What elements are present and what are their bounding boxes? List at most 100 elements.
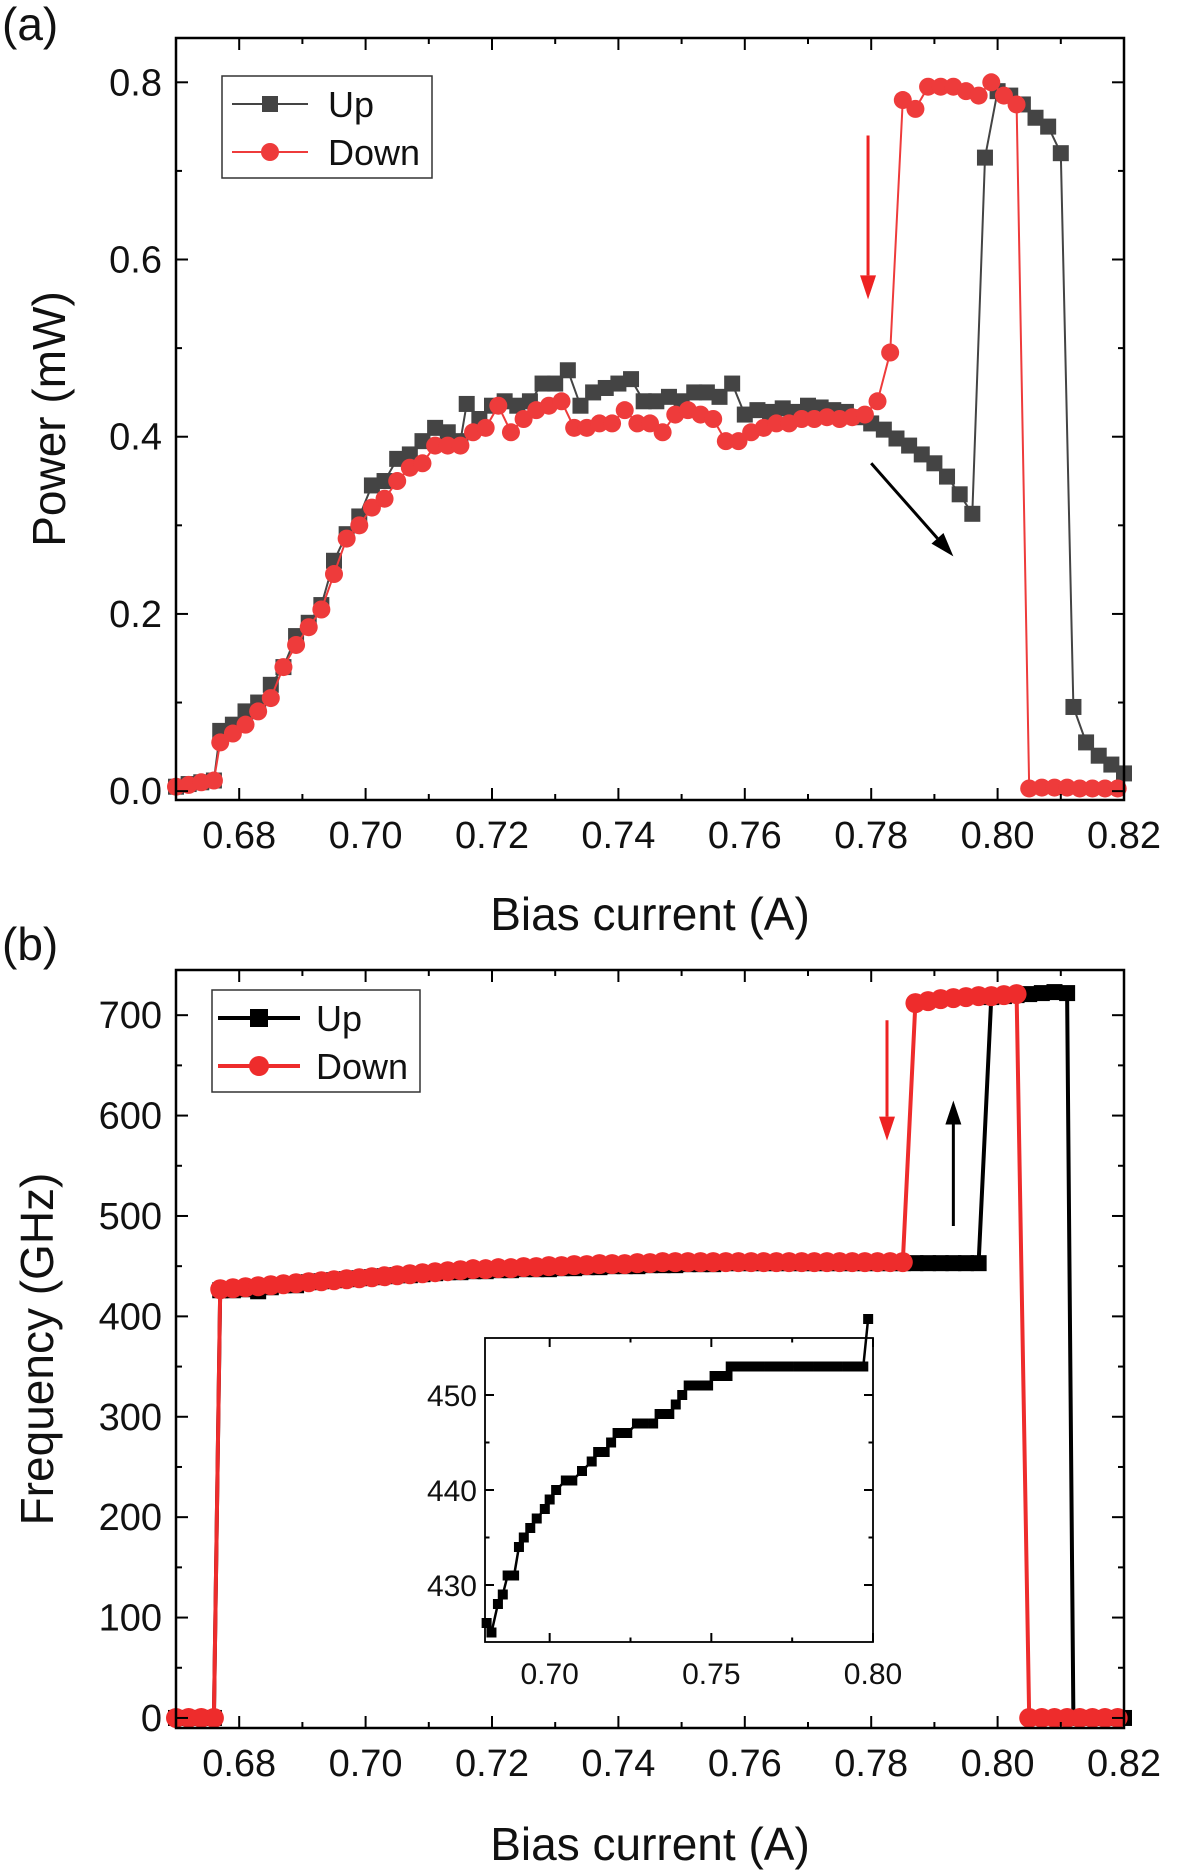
legend-b-up-label: Up (316, 998, 362, 1039)
x-tick-label: 0.80 (961, 815, 1035, 857)
data-point-up (754, 1361, 765, 1372)
data-point-down (451, 436, 470, 455)
y-tick-label: 400 (99, 1296, 162, 1338)
data-point-up (913, 446, 930, 463)
data-point-down (325, 565, 343, 584)
data-point-down (969, 86, 988, 105)
inset-plot-area (481, 1314, 874, 1638)
y-tick-label: 700 (99, 995, 162, 1037)
data-point-up (586, 1456, 597, 1467)
data-point-up (486, 1627, 497, 1638)
x-tick-label: 0.72 (455, 1743, 529, 1785)
x-tick-label: 0.74 (581, 815, 655, 857)
data-point-up (1103, 756, 1120, 773)
data-point-up (547, 375, 564, 392)
data-point-up (800, 397, 816, 414)
x-tick-label: 0.74 (581, 1743, 655, 1785)
panel-a-legend-box (221, 75, 433, 179)
data-point-down (388, 472, 407, 491)
data-point-up (1059, 985, 1076, 1002)
data-point-up (623, 371, 640, 388)
data-point-up (932, 1255, 949, 1272)
data-point-up (1046, 984, 1063, 1001)
data-point-down (211, 733, 230, 752)
data-point-down (716, 432, 735, 451)
y-tick-label: 0.4 (109, 417, 162, 459)
data-point-down (1007, 95, 1026, 114)
data-point-up (648, 1418, 659, 1429)
y-tick-label: 300 (99, 1397, 162, 1439)
data-point-up (803, 1361, 814, 1372)
panel-b: (b) 0.68 0.70 0.72 0.74 0.76 0.78 0.80 0.82 0 10… (2, 918, 1161, 1870)
inset-y-ticks: 430 440 450 (427, 1380, 873, 1603)
data-point-up (813, 1361, 824, 1372)
data-point-down (375, 489, 394, 508)
data-point-down (767, 414, 786, 433)
panel-b-y-ticks: 0 100 200 300 400 500 600 700 (99, 995, 1124, 1740)
panel-a-label: (a) (2, 0, 58, 50)
legend-b-up-marker (250, 1009, 268, 1027)
data-point-up (783, 1361, 794, 1372)
data-point-up (509, 397, 526, 414)
legend-up-label: Up (328, 84, 374, 125)
x-tick-label: 0.76 (708, 815, 782, 857)
data-point-up (858, 1361, 869, 1372)
panel-b-legend-box (211, 989, 421, 1093)
data-point-up (711, 388, 728, 405)
data-point-up (745, 1361, 756, 1372)
panel-a-axes-frame (174, 36, 1126, 802)
data-point-up (606, 1437, 617, 1448)
data-point-up (1052, 145, 1069, 162)
data-point-up (585, 384, 602, 401)
data-point-down (704, 410, 723, 428)
panel-b-axes-frame (174, 968, 1126, 1730)
data-point-up (716, 1371, 727, 1381)
data-point-down (287, 635, 306, 654)
data-point-up (481, 1618, 492, 1628)
data-point-down (1045, 778, 1064, 797)
data-point-down (514, 410, 533, 428)
data-point-down (1032, 778, 1051, 797)
data-point-up (842, 1361, 853, 1372)
data-point-up (709, 1371, 720, 1381)
data-point-down (274, 658, 293, 677)
data-point-up (875, 421, 892, 438)
panel-a-y-ticks: 0.0 0.2 0.4 0.6 0.8 (109, 62, 1124, 813)
data-point-up (597, 379, 614, 396)
data-point-up (551, 1485, 562, 1495)
series-line-up (175, 90, 1125, 788)
data-point-up (774, 1361, 785, 1372)
data-point-up (664, 1409, 675, 1419)
data-point-up (648, 393, 665, 410)
data-point-down (994, 86, 1013, 105)
data-point-down (729, 432, 748, 451)
inset-background (485, 1338, 873, 1642)
x-tick-label: 0.82 (1087, 1743, 1161, 1785)
data-point-up (793, 1361, 804, 1372)
data-point-down (982, 73, 1001, 92)
data-point-up (376, 473, 393, 490)
data-point-down (868, 392, 887, 411)
data-point-down (249, 702, 268, 721)
data-point-down (552, 392, 571, 411)
data-point-up (920, 1255, 937, 1272)
data-point-down (337, 529, 356, 548)
data-point-up (888, 430, 905, 447)
x-tick-label: 0.68 (202, 815, 276, 857)
data-point-down (223, 724, 242, 743)
data-point-down (590, 414, 609, 433)
panel-a-x-ticks: 0.68 0.70 0.72 0.74 0.76 0.78 0.80 0.82 (202, 38, 1161, 857)
data-point-up (724, 375, 741, 392)
data-point-up (539, 1504, 550, 1514)
data-point-down (628, 414, 647, 433)
x-tick-label: 0.80 (844, 1658, 902, 1691)
data-point-down (931, 77, 950, 96)
data-point-up (534, 375, 551, 392)
data-point-up (1065, 698, 1082, 715)
panel-a-x-axis-title: Bias current (A) (490, 888, 810, 940)
data-point-up (559, 362, 576, 379)
data-point-down (489, 396, 508, 415)
y-tick-label: 450 (427, 1380, 477, 1413)
data-point-down (893, 91, 912, 110)
